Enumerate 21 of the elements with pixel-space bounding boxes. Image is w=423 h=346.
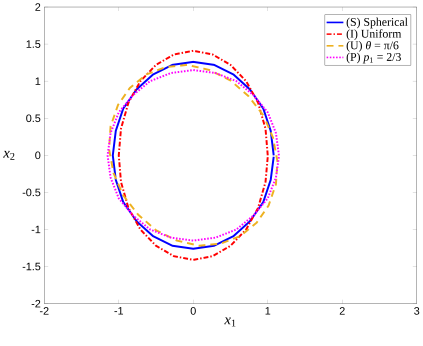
y-tick-label: 0.5 — [26, 114, 40, 122]
legend-label: (S) Spherical — [346, 18, 408, 28]
y-tick-label: -1.5 — [22, 262, 40, 270]
legend-label: (I) Uniform — [346, 29, 402, 40]
y-tick-label: 1 — [36, 77, 40, 85]
line-series — [118, 50, 269, 261]
y-tick-label: 0 — [35, 152, 40, 160]
x-tick-label: -1 — [114, 307, 124, 315]
y-axis-title: x$_{2}$ — [3, 150, 14, 160]
y-tick-label: 1.5 — [26, 40, 40, 48]
y-tick-label: 2 — [35, 3, 40, 11]
legend-label: (P) p$_{1}$ = 2/3 — [346, 52, 401, 64]
x-axis-title: x$_{1}$ — [224, 318, 236, 326]
x-tick-label: 2 — [340, 307, 345, 315]
x-tick-label: 3 — [414, 307, 420, 315]
x-tick-label: 1 — [266, 307, 270, 315]
y-tick-label: -0.5 — [22, 188, 40, 196]
legend-label: (U) θ = π/6 — [346, 40, 399, 52]
y-tick-label: -1 — [32, 226, 40, 234]
y-tick-label: -2 — [32, 300, 40, 308]
x-tick-label: 0 — [190, 307, 196, 315]
